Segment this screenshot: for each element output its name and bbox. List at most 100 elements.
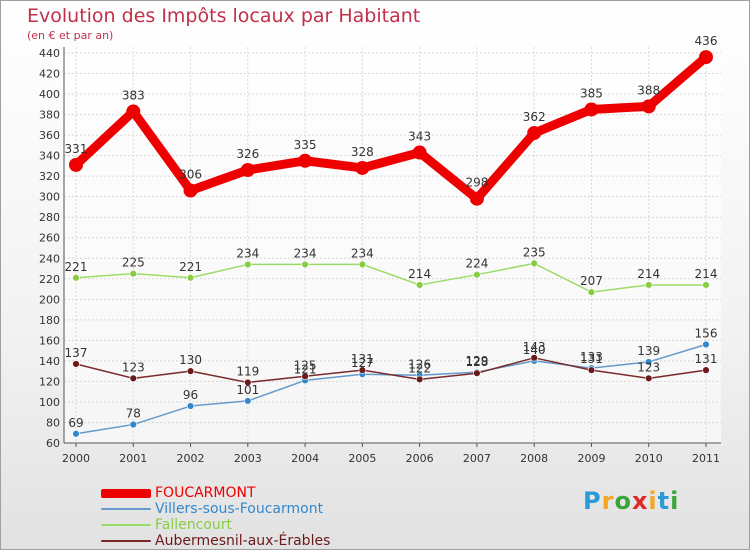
data-point <box>702 281 710 289</box>
data-point <box>527 126 542 141</box>
data-label: 127 <box>351 356 374 370</box>
data-point <box>415 375 424 384</box>
data-point <box>129 269 137 278</box>
data-point <box>244 378 252 387</box>
data-label: 122 <box>408 361 431 375</box>
logo-letter: i <box>670 487 680 515</box>
y-tick-label: 440 <box>39 47 60 60</box>
y-tick-label: 140 <box>39 355 60 368</box>
data-label: 207 <box>580 274 603 288</box>
data-point <box>240 163 255 177</box>
data-label: 123 <box>122 360 145 374</box>
logo-letter: P <box>583 487 602 515</box>
x-tick-label: 2008 <box>520 452 548 465</box>
data-label: 101 <box>236 383 259 397</box>
data-label: 385 <box>580 86 603 100</box>
data-label: 326 <box>236 147 259 161</box>
data-point <box>530 354 538 362</box>
data-label: 137 <box>65 346 88 360</box>
logo-letter: r <box>601 487 615 515</box>
y-tick-label: 340 <box>39 150 60 163</box>
data-label: 121 <box>294 362 317 376</box>
data-label: 131 <box>580 352 603 366</box>
data-point <box>72 360 80 368</box>
data-label: 235 <box>523 245 546 259</box>
legend-swatch <box>101 540 151 542</box>
data-point <box>301 260 309 269</box>
data-point <box>298 153 313 168</box>
data-label: 131 <box>695 352 718 366</box>
data-label: 125 <box>294 358 317 372</box>
data-label: 221 <box>179 260 202 274</box>
y-tick-label: 200 <box>39 293 60 306</box>
data-point <box>72 430 80 438</box>
logo-letter: t <box>657 487 671 515</box>
data-point <box>415 281 424 289</box>
y-tick-label: 420 <box>39 68 60 81</box>
series-line <box>75 262 707 293</box>
data-point <box>129 420 137 429</box>
data-label: 133 <box>580 350 603 364</box>
data-label: 214 <box>408 267 431 281</box>
x-tick-label: 2001 <box>119 452 147 465</box>
data-point <box>584 102 599 117</box>
data-label: 343 <box>408 130 431 144</box>
data-point <box>358 260 367 269</box>
data-label: 328 <box>351 145 374 159</box>
data-label: 306 <box>179 168 202 182</box>
y-tick-label: 320 <box>39 170 60 183</box>
data-point <box>473 270 481 279</box>
y-tick-label: 300 <box>39 191 60 204</box>
series-line <box>71 52 711 204</box>
x-tick-label: 2004 <box>291 452 319 465</box>
data-point <box>186 402 195 410</box>
x-tick-label: 2000 <box>62 452 90 465</box>
data-point <box>641 99 656 114</box>
data-label: 234 <box>236 246 259 260</box>
data-point <box>69 157 83 172</box>
data-point <box>645 281 653 289</box>
data-label: 126 <box>408 357 431 371</box>
data-label: 234 <box>351 246 374 260</box>
data-point <box>699 50 713 65</box>
data-point <box>126 104 141 119</box>
data-label: 130 <box>179 353 202 367</box>
data-label: 224 <box>465 257 488 271</box>
data-point <box>358 366 367 374</box>
data-label: 128 <box>465 355 488 369</box>
x-tick-label: 2009 <box>577 452 605 465</box>
data-label: 436 <box>695 34 718 48</box>
data-point <box>473 369 481 377</box>
x-tick-label: 2003 <box>234 452 262 465</box>
data-label: 225 <box>122 256 145 270</box>
series-line <box>75 357 707 384</box>
data-label: 388 <box>637 83 660 97</box>
legend-label: Villers-sous-Foucarmont <box>155 501 324 517</box>
data-label: 139 <box>637 344 660 358</box>
x-tick-label: 2011 <box>692 452 720 465</box>
data-label: 214 <box>695 267 718 281</box>
logo-letter: o <box>614 487 632 515</box>
x-tick-label: 2005 <box>348 452 376 465</box>
data-point <box>587 288 596 296</box>
data-point <box>355 160 370 175</box>
y-tick-label: 180 <box>39 314 60 327</box>
data-point <box>645 358 653 366</box>
data-label: 298 <box>465 176 488 190</box>
chart-title: Evolution des Impôts locaux par Habitant <box>27 5 421 27</box>
data-label: 78 <box>126 407 141 421</box>
y-tick-label: 220 <box>39 273 60 286</box>
data-label: 383 <box>122 89 145 103</box>
x-tick-label: 2007 <box>463 452 491 465</box>
legend-swatch <box>101 524 151 526</box>
proxiti-logo: Proxiti <box>583 487 679 515</box>
data-point <box>702 340 710 349</box>
legend-label: Fallencourt <box>155 517 232 533</box>
data-point <box>72 274 80 282</box>
data-label: 119 <box>236 364 259 378</box>
y-tick-label: 120 <box>39 375 60 388</box>
y-tick-label: 380 <box>39 109 60 122</box>
data-label: 335 <box>294 138 317 152</box>
data-label: 214 <box>637 267 660 281</box>
data-label: 140 <box>523 343 546 357</box>
